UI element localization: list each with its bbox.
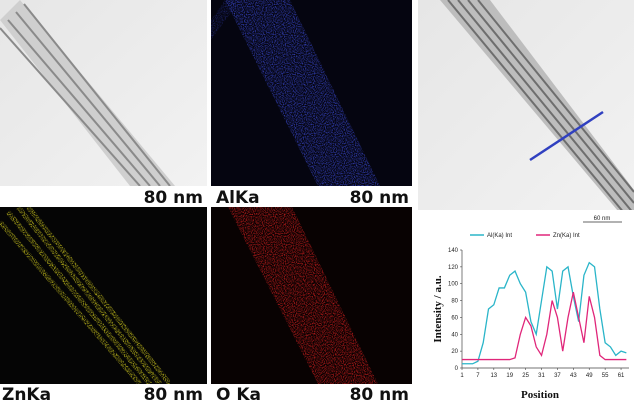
line-chart: Position Intensity / a.u. 02040608010012… — [432, 233, 629, 401]
tem-image-overview — [418, 0, 634, 230]
scale-label: 80 nm — [350, 385, 409, 405]
legend-label: Al(Ka) Int — [487, 233, 512, 239]
x-tick-label: 7 — [476, 373, 480, 379]
x-tick-label: 49 — [586, 373, 593, 379]
scale-label: 80 nm — [144, 385, 203, 405]
al-map — [211, 0, 412, 186]
element-label: O Ka — [216, 385, 261, 405]
x-tick-label: 43 — [570, 373, 577, 379]
legend-label: Zn(Ka) Int — [553, 233, 580, 239]
x-tick-label: 37 — [554, 373, 561, 379]
zn-map — [0, 207, 207, 384]
x-tick-label: 25 — [522, 373, 529, 379]
x-tick-label: 55 — [602, 373, 609, 379]
element-label: AlKa — [216, 188, 260, 208]
y-tick-label: 20 — [451, 349, 458, 355]
element-label: ZnKa — [2, 385, 51, 405]
y-tick-label: 120 — [448, 265, 459, 271]
x-tick-label: 31 — [538, 373, 545, 379]
scale-label: 60 nm — [594, 216, 611, 222]
y-tick-label: 100 — [448, 282, 459, 288]
o-map — [211, 207, 412, 384]
scale-label: 80 nm — [350, 188, 409, 208]
tem-image — [0, 0, 207, 186]
y-tick-label: 40 — [451, 332, 458, 338]
data-line — [462, 292, 626, 359]
y-tick-label: 60 — [451, 315, 458, 321]
figure: 60 nm 80 nm AlKa 80 nm ZnKa 80 nm O Ka 8… — [0, 0, 634, 405]
y-axis-label: Intensity / a.u. — [432, 275, 444, 342]
y-tick-label: 0 — [455, 366, 459, 372]
y-tick-label: 140 — [448, 248, 459, 254]
x-tick-label: 13 — [490, 373, 497, 379]
scale-label: 80 nm — [144, 188, 203, 208]
x-tick-label: 61 — [618, 373, 625, 379]
x-axis-label: Position — [521, 389, 559, 401]
x-tick-label: 19 — [506, 373, 513, 379]
data-line — [462, 263, 626, 364]
y-tick-label: 80 — [451, 299, 458, 305]
x-tick-label: 1 — [460, 373, 464, 379]
